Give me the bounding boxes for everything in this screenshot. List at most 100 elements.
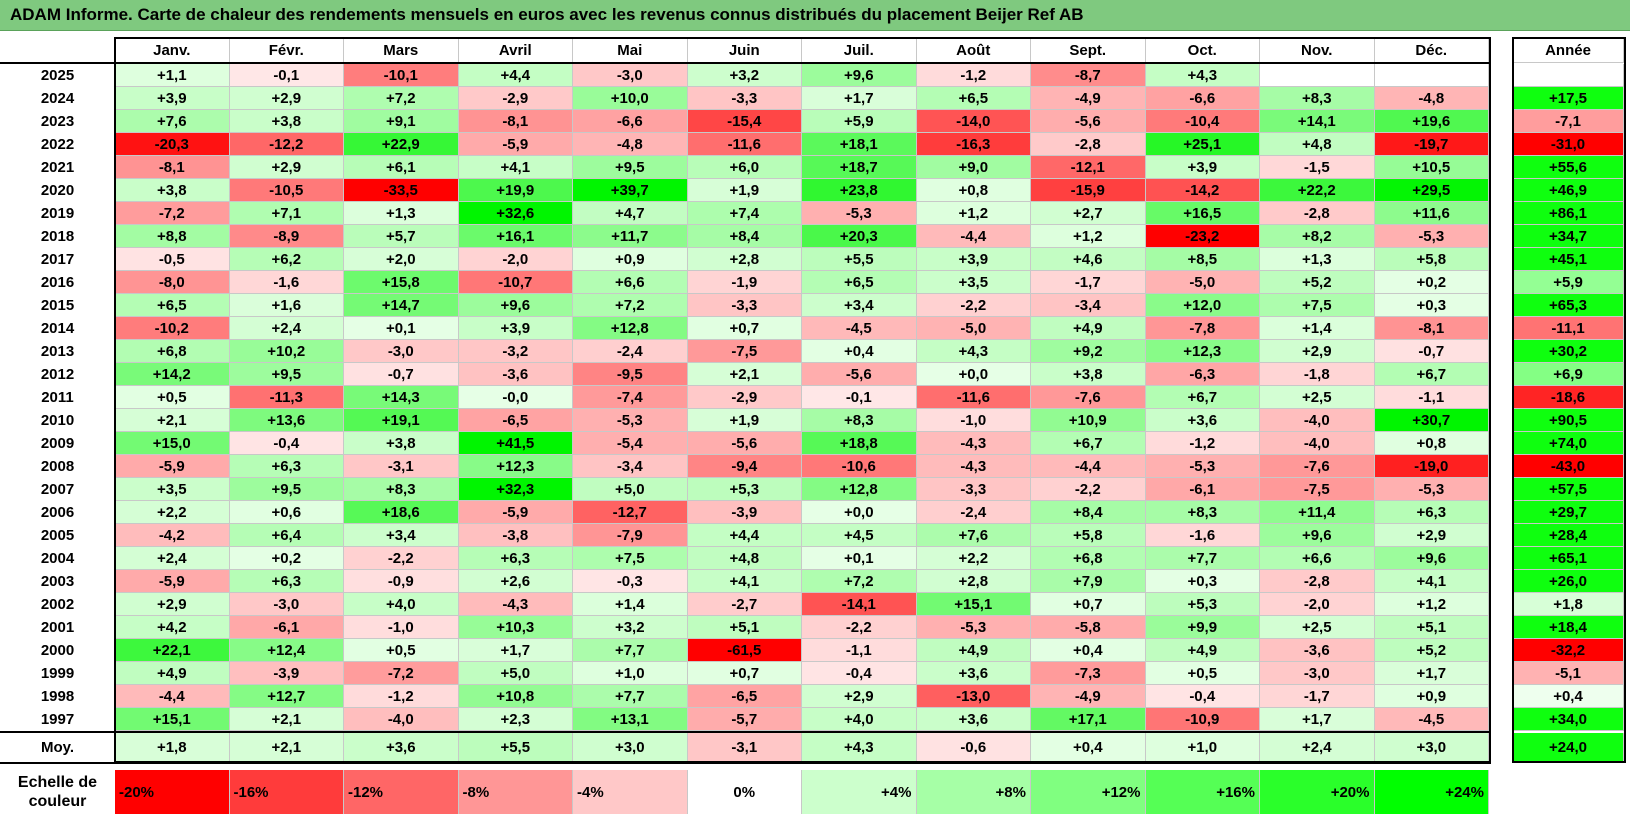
heatmap-cell: +6,3 [458, 547, 573, 570]
chart-title: ADAM Informe. Carte de chaleur des rende… [10, 5, 1084, 24]
heatmap-cell: +7,7 [573, 685, 688, 708]
heatmap-cell: -8,0 [115, 271, 230, 294]
heatmap-cell: +13,6 [229, 409, 344, 432]
heatmap-cell: +4,9 [115, 662, 230, 685]
heatmap-cell: +30,7 [1374, 409, 1489, 432]
heatmap-cell: +18,8 [802, 432, 917, 455]
heatmap-cell: -5,8 [1031, 616, 1146, 639]
heatmap-cell: +12,4 [229, 639, 344, 662]
heatmap-cell: -3,4 [573, 455, 688, 478]
heatmap-cell: +20,3 [802, 225, 917, 248]
average-cell: +2,1 [229, 733, 344, 762]
heatmap-cell: +15,8 [344, 271, 459, 294]
heatmap-cell: +9,5 [229, 363, 344, 386]
heatmap-cell: +3,6 [1145, 409, 1260, 432]
heatmap-cell: -6,3 [1145, 363, 1260, 386]
column-header: Août [916, 39, 1031, 63]
average-cell: -3,1 [687, 733, 802, 762]
heatmap-cell: +5,8 [1031, 524, 1146, 547]
heatmap-cell: +14,3 [344, 386, 459, 409]
color-scale-step: -16% [229, 770, 344, 814]
heatmap-cell: -4,3 [916, 455, 1031, 478]
year-label: 2022 [40, 136, 75, 153]
column-header: Avril [458, 39, 573, 63]
heatmap-cell: +2,5 [1260, 616, 1375, 639]
heatmap-cell: -33,5 [344, 179, 459, 202]
heatmap-cell: +6,5 [802, 271, 917, 294]
heatmap-cell: +6,8 [1031, 547, 1146, 570]
average-cell: +3,6 [344, 733, 459, 762]
heatmap-cell: +0,7 [687, 662, 802, 685]
heatmap-cell: +5,2 [1260, 271, 1375, 294]
average-cell: +2,4 [1260, 733, 1375, 762]
year-label: 2008 [40, 458, 75, 475]
annual-cell: +90,5 [1513, 409, 1624, 432]
heatmap-cell: -9,4 [687, 455, 802, 478]
heatmap-cell: -5,6 [687, 432, 802, 455]
heatmap-cell: +1,7 [458, 639, 573, 662]
color-scale-step: -20% [115, 770, 230, 814]
heatmap-cell: -1,8 [1260, 363, 1375, 386]
heatmap-cell: -8,1 [1374, 317, 1489, 340]
heatmap-cell: +2,8 [687, 248, 802, 271]
heatmap-cell: -14,0 [916, 110, 1031, 133]
heatmap-cell: +3,5 [916, 271, 1031, 294]
heatmap-cell: +0,2 [1374, 271, 1489, 294]
annual-cell: +26,0 [1513, 570, 1624, 593]
heatmap-cell: +7,6 [916, 524, 1031, 547]
heatmap-cell [1260, 64, 1375, 87]
heatmap-cell: +0,5 [115, 386, 230, 409]
heatmap-cell: +18,7 [802, 156, 917, 179]
heatmap-cell: -6,5 [687, 685, 802, 708]
annual-cell: +30,2 [1513, 340, 1624, 363]
year-label: 2018 [40, 228, 75, 245]
heatmap-cell: +9,6 [1260, 524, 1375, 547]
heatmap-cell: -5,3 [1374, 478, 1489, 501]
year-label: 1997 [40, 711, 75, 728]
heatmap-cell: -4,0 [1260, 432, 1375, 455]
heatmap-cell: +2,9 [115, 593, 230, 616]
heatmap-cell: +5,1 [1374, 616, 1489, 639]
heatmap-cell: +0,5 [1145, 662, 1260, 685]
color-scale-step: +8% [916, 770, 1031, 814]
heatmap-cell: +0,7 [1031, 593, 1146, 616]
color-scale-label: Echelle de couleur [17, 773, 98, 810]
heatmap-cell: +1,3 [344, 202, 459, 225]
heatmap-cell: +6,3 [1374, 501, 1489, 524]
heatmap-cell: +1,4 [1260, 317, 1375, 340]
heatmap-cell: +5,2 [1374, 639, 1489, 662]
heatmap-cell: +5,5 [802, 248, 917, 271]
heatmap-cell: +25,1 [1145, 133, 1260, 156]
heatmap-cell: -61,5 [687, 639, 802, 662]
year-label: 2000 [40, 642, 75, 659]
heatmap-cell: +6,7 [1145, 386, 1260, 409]
heatmap-cell: +3,4 [344, 524, 459, 547]
heatmap-cell: -8,7 [1031, 64, 1146, 87]
heatmap-cell: +7,2 [802, 570, 917, 593]
heatmap-cell: -7,8 [1145, 317, 1260, 340]
heatmap-cell: -4,4 [916, 225, 1031, 248]
heatmap-cell: -11,3 [229, 386, 344, 409]
heatmap-cell: +6,6 [573, 271, 688, 294]
heatmap-cell: +0,4 [1031, 639, 1146, 662]
heatmap-cell: -5,0 [1145, 271, 1260, 294]
annual-cell: -7,1 [1513, 110, 1624, 133]
heatmap-cell: +6,1 [344, 156, 459, 179]
heatmap-cell: +5,0 [573, 478, 688, 501]
heatmap-cell: +0,3 [1374, 294, 1489, 317]
heatmap-cell: -15,4 [687, 110, 802, 133]
heatmap-cell: +3,6 [916, 662, 1031, 685]
heatmap-cell: +8,3 [802, 409, 917, 432]
heatmap-cell: +4,4 [687, 524, 802, 547]
heatmap-cell: -4,2 [115, 524, 230, 547]
heatmap-cell: -5,9 [115, 455, 230, 478]
heatmap-cell: -0,4 [229, 432, 344, 455]
heatmap-cell: +3,2 [573, 616, 688, 639]
heatmap-cell: -5,9 [458, 501, 573, 524]
heatmap-cell: -19,7 [1374, 133, 1489, 156]
heatmap-cell: +2,5 [1260, 386, 1375, 409]
year-label: 2013 [40, 343, 75, 360]
heatmap-cell: +1,0 [573, 662, 688, 685]
annual-cell: +29,7 [1513, 501, 1624, 524]
